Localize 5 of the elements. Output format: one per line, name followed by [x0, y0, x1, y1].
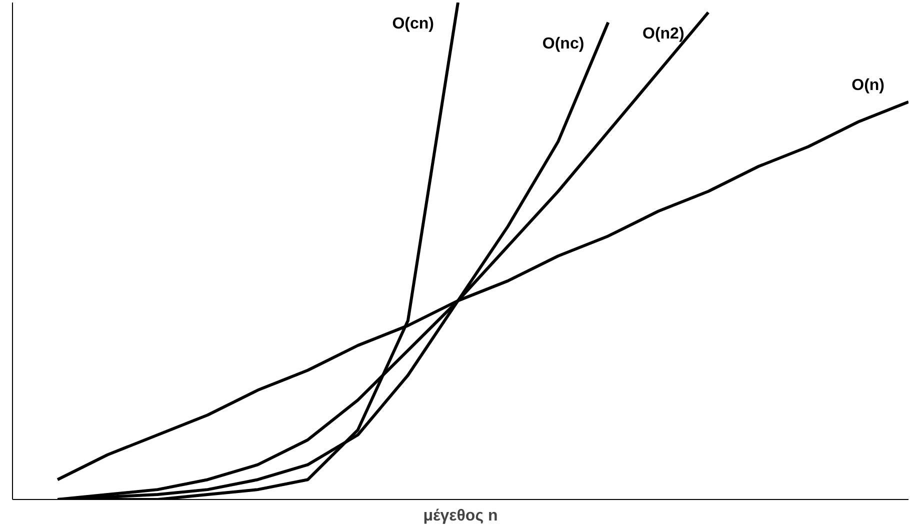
series-label: O(n2) — [642, 25, 684, 42]
series-label: O(n) — [852, 76, 884, 94]
series-label: O(cn) — [392, 16, 434, 32]
series-label: O(nc) — [542, 35, 584, 52]
x-axis-title: μέγεθος n — [423, 508, 498, 524]
